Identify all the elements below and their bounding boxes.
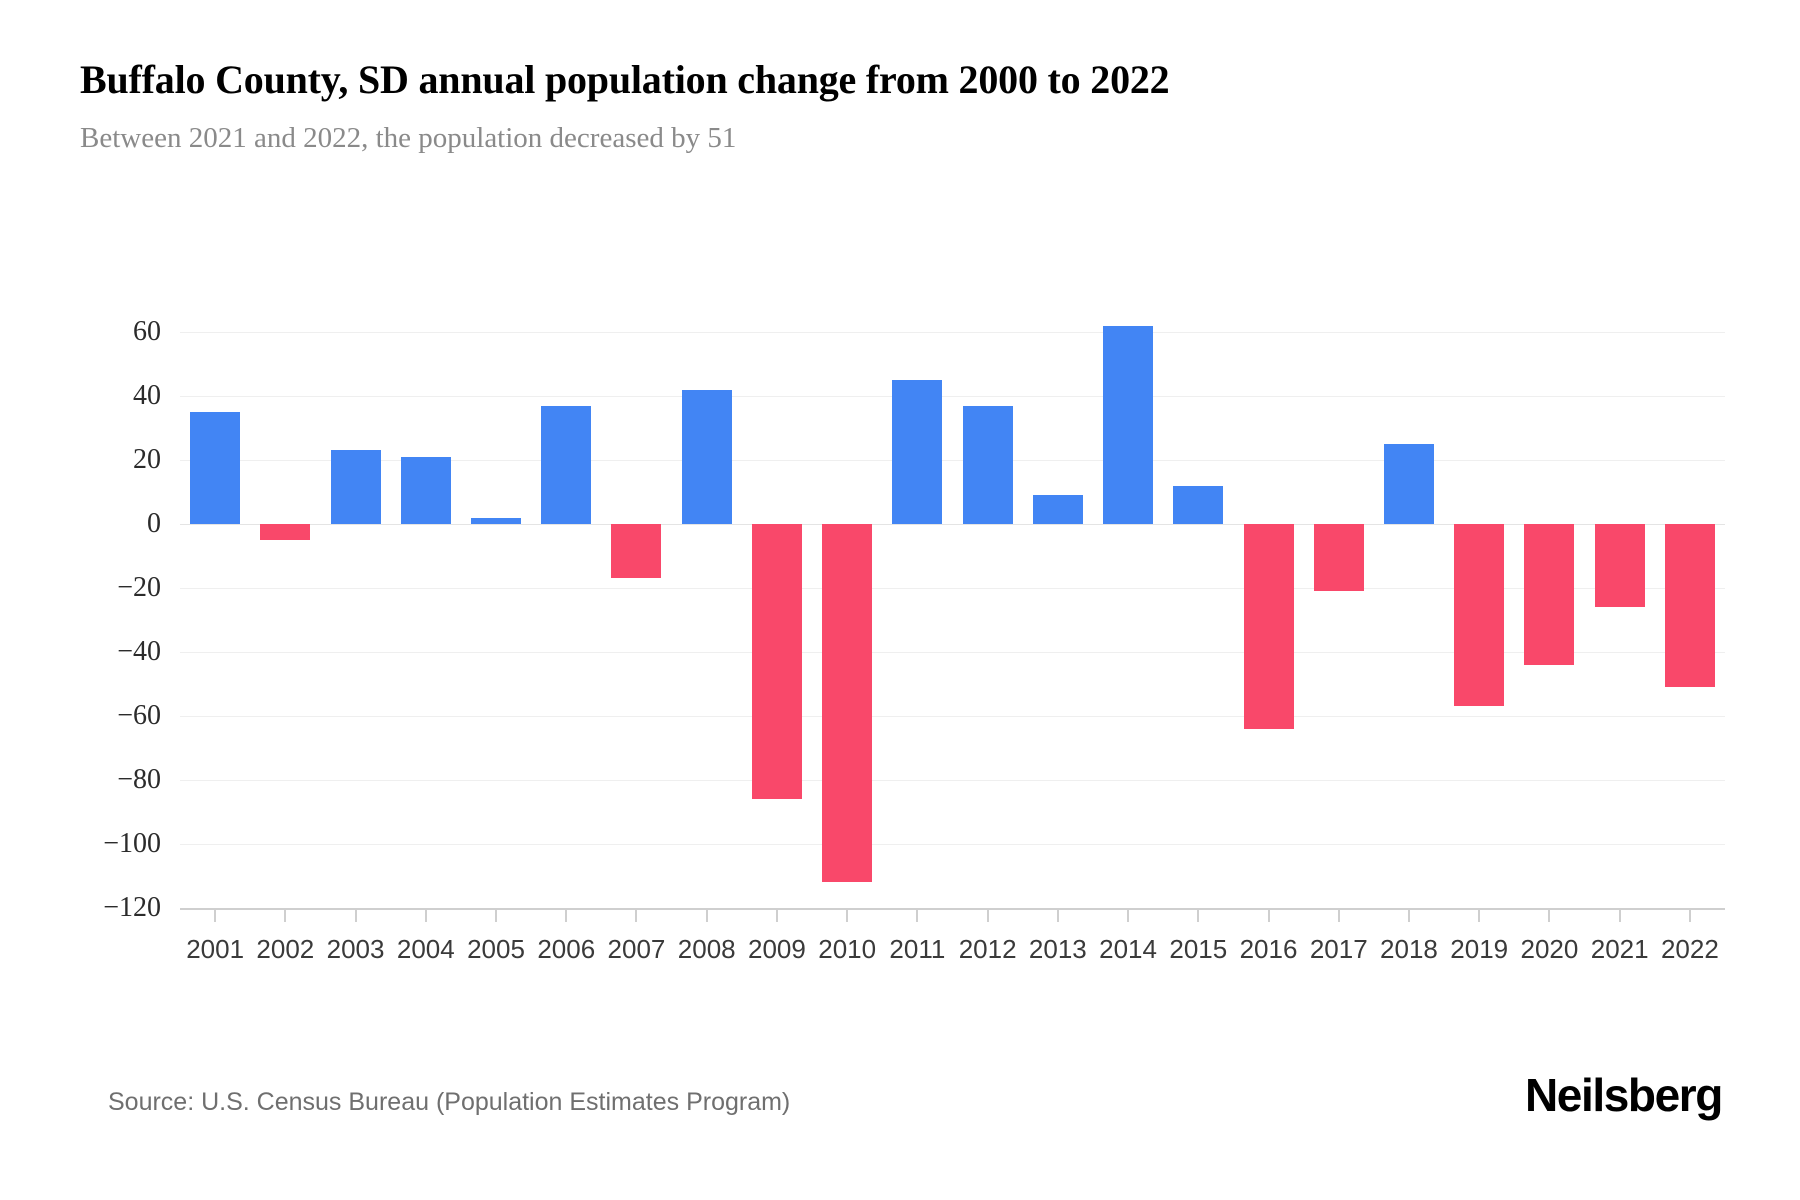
bar-2018[interactable]	[1383, 444, 1434, 524]
x-tick-label: 2011	[889, 934, 946, 964]
bar-2001[interactable]	[190, 412, 241, 524]
x-tick	[1337, 908, 1340, 922]
bar-series	[180, 300, 1725, 908]
y-tick-label: 0	[147, 508, 161, 539]
y-tick-label: −80	[117, 764, 161, 795]
x-tick	[1056, 908, 1059, 922]
x-tick	[846, 908, 849, 922]
y-tick-label: −40	[117, 636, 161, 667]
x-tick	[916, 908, 919, 922]
x-tick	[1478, 908, 1481, 922]
x-tick	[284, 908, 287, 922]
y-tick-label: −60	[117, 700, 161, 731]
gridline	[180, 652, 1725, 653]
bar-2013[interactable]	[1032, 495, 1083, 524]
y-tick-label: −100	[103, 828, 161, 859]
x-tick	[1127, 908, 1130, 922]
x-tick	[705, 908, 708, 922]
y-tick-label: 20	[133, 444, 161, 475]
bar-2014[interactable]	[1103, 325, 1154, 524]
x-tick-label: 2005	[467, 934, 525, 964]
gridline	[180, 780, 1725, 781]
bar-2022[interactable]	[1664, 524, 1715, 688]
x-tick-label: 2002	[256, 934, 315, 964]
gridline	[180, 716, 1725, 717]
bar-2016[interactable]	[1243, 524, 1294, 729]
x-tick-label: 2010	[818, 934, 877, 964]
x-tick	[1197, 908, 1200, 922]
bar-2005[interactable]	[471, 517, 522, 524]
gridline	[180, 524, 1725, 525]
bar-2021[interactable]	[1594, 524, 1645, 608]
bar-2015[interactable]	[1173, 485, 1224, 524]
x-tick-label: 2017	[1309, 934, 1368, 964]
x-tick-label: 2009	[748, 934, 806, 964]
x-tick-label: 2014	[1099, 934, 1157, 964]
x-axis-line	[180, 908, 1725, 910]
x-tick	[1407, 908, 1410, 922]
x-tick	[1548, 908, 1551, 922]
x-tick-label: 2019	[1450, 934, 1509, 964]
bar-2003[interactable]	[330, 450, 381, 524]
y-tick-label: 40	[133, 380, 161, 411]
x-tick	[1688, 908, 1691, 922]
bar-2012[interactable]	[962, 405, 1013, 524]
bar-2009[interactable]	[751, 524, 802, 800]
gridline	[180, 844, 1725, 845]
x-tick-label: 2013	[1028, 934, 1087, 964]
bar-2011[interactable]	[892, 380, 943, 524]
x-tick-label: 2020	[1520, 934, 1579, 964]
bar-2002[interactable]	[260, 524, 311, 540]
x-tick	[565, 908, 568, 922]
chart-subtitle: Between 2021 and 2022, the population de…	[80, 122, 737, 154]
bar-2017[interactable]	[1313, 524, 1364, 592]
x-tick-label: 2003	[326, 934, 385, 964]
gridline	[180, 460, 1725, 461]
x-tick	[635, 908, 638, 922]
bar-2008[interactable]	[681, 389, 732, 524]
x-tick-label: 2016	[1239, 934, 1298, 964]
x-tick	[354, 908, 357, 922]
y-tick-label: −20	[117, 572, 161, 603]
bar-2007[interactable]	[611, 524, 662, 579]
x-tick-label: 2018	[1380, 934, 1438, 964]
x-tick-label: 2008	[677, 934, 736, 964]
bar-2020[interactable]	[1524, 524, 1575, 665]
x-tick-label: 2012	[958, 934, 1017, 964]
gridline	[180, 588, 1725, 589]
bar-2010[interactable]	[822, 524, 873, 883]
bar-2004[interactable]	[400, 456, 451, 524]
x-tick	[495, 908, 498, 922]
y-tick-label: −120	[103, 892, 161, 923]
x-tick	[1267, 908, 1270, 922]
x-tick-label: 2022	[1660, 934, 1719, 964]
x-tick-label: 2006	[537, 934, 596, 964]
x-tick	[214, 908, 217, 922]
x-tick	[775, 908, 778, 922]
y-tick-label: 60	[133, 316, 161, 347]
x-tick-label: 2004	[396, 934, 455, 964]
x-tick	[424, 908, 427, 922]
x-tick-label: 2015	[1169, 934, 1228, 964]
source-note: Source: U.S. Census Bureau (Population E…	[108, 1088, 791, 1116]
bar-2006[interactable]	[541, 405, 592, 524]
plot-area: 60 40 20 0 −20 −40 −60 −80 −100 −120 2001 2002 2003…	[103, 300, 1725, 964]
page-title: Buffalo County, SD annual population cha…	[80, 57, 1170, 102]
bar-2019[interactable]	[1454, 524, 1505, 707]
x-tick-label: 2001	[186, 934, 245, 964]
x-tick	[1618, 908, 1621, 922]
gridline	[180, 332, 1725, 333]
brand-logo: Neilsberg	[1524, 1069, 1723, 1121]
gridline	[180, 396, 1725, 397]
x-tick-label: 2007	[607, 934, 666, 964]
x-tick	[986, 908, 989, 922]
x-tick-label: 2021	[1590, 934, 1649, 964]
